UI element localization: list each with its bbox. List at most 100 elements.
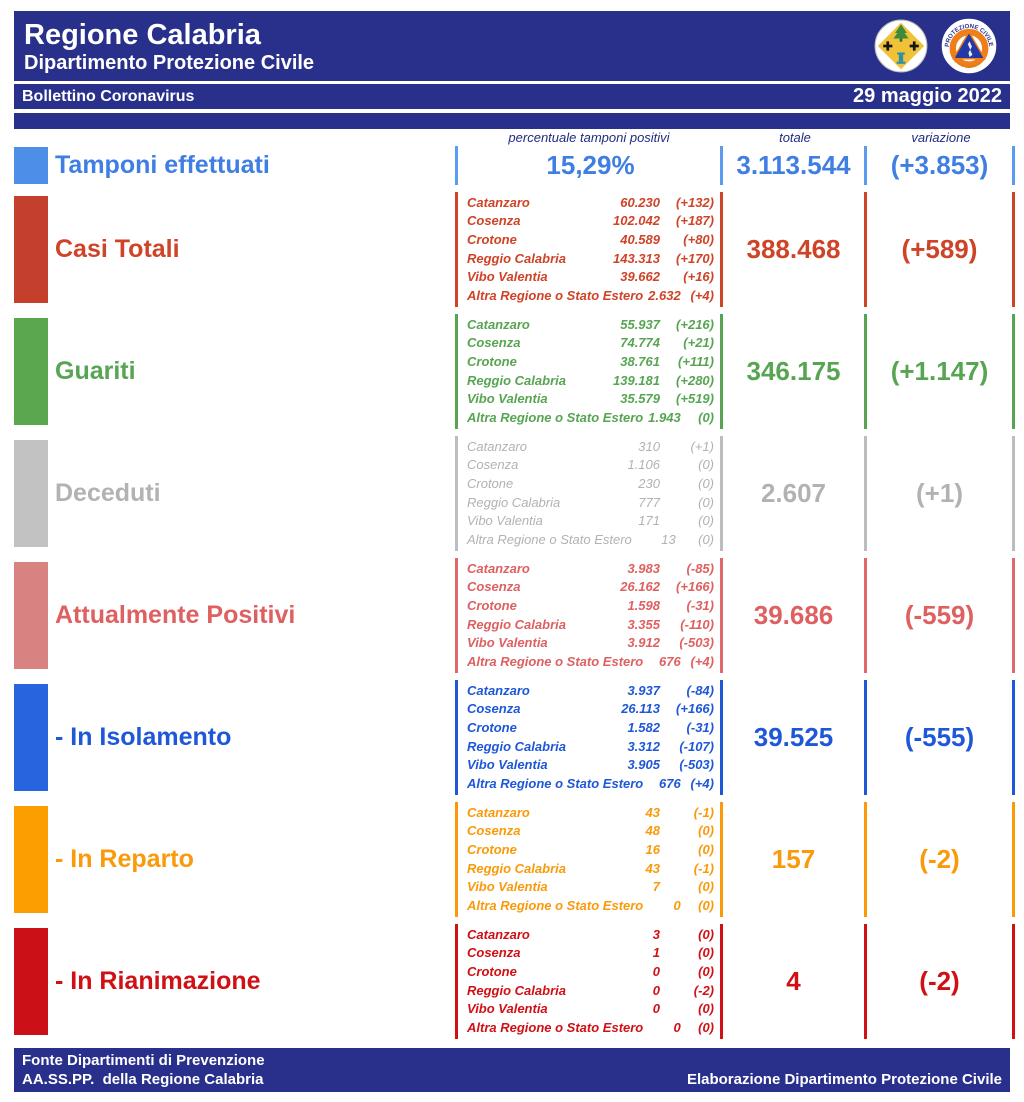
province-name: Altra Regione o Stato Estero — [467, 409, 644, 425]
province-breakdown: Catanzaro 310 (+1) Cosenza 1.106 (0) Cro… — [455, 436, 723, 551]
row-color-swatch — [14, 147, 48, 184]
province-name: Altra Regione o Stato Estero — [467, 1019, 644, 1035]
province-variation: (+4) — [690, 287, 714, 303]
province-line: Altra Regione o Stato Estero 0 (0) — [467, 897, 714, 916]
province-variation: (+280) — [676, 372, 714, 388]
province-line: Catanzaro 60.230 (+132) — [467, 194, 714, 213]
province-variation: (0) — [698, 841, 714, 857]
province-value: 13 — [661, 531, 676, 547]
province-value: 171 — [638, 513, 660, 529]
province-value: 43 — [645, 860, 660, 876]
province-breakdown: Catanzaro 55.937 (+216) Cosenza 74.774 (… — [455, 314, 723, 429]
province-value: 38.761 — [620, 353, 660, 369]
province-name: Vibo Valentia — [467, 879, 548, 895]
province-variation: (+519) — [676, 391, 714, 407]
row-color-swatch — [14, 318, 48, 425]
footer: Fonte Dipartimenti di Prevenzione AA.SS.… — [14, 1048, 1010, 1092]
province-value: 26.162 — [620, 579, 660, 595]
row-total: 2.607 — [723, 436, 867, 551]
province-line: Reggio Calabria 3.312 (-107) — [467, 738, 714, 757]
province-breakdown: Catanzaro 3.983 (-85) Cosenza 26.162 (+1… — [455, 558, 723, 673]
province-name: Reggio Calabria — [467, 494, 561, 510]
province-value: 16 — [645, 841, 660, 857]
province-line: Catanzaro 3 (0) — [467, 926, 714, 945]
province-variation: (0) — [698, 879, 714, 895]
province-line: Vibo Valentia 35.579 (+519) — [467, 390, 714, 409]
province-line: Reggio Calabria 143.313 (+170) — [467, 250, 714, 269]
row-color-swatch — [14, 806, 48, 913]
province-name: Crotone — [467, 231, 517, 247]
province-variation: (0) — [698, 494, 714, 510]
province-value: 1.943 — [648, 409, 681, 425]
province-name: Crotone — [467, 963, 517, 979]
province-name: Cosenza — [467, 579, 521, 595]
province-line: Cosenza 48 (0) — [467, 822, 714, 841]
province-breakdown: Catanzaro 43 (-1) Cosenza 48 (0) Crotone… — [455, 802, 723, 917]
province-name: Catanzaro — [467, 194, 530, 210]
province-name: Altra Regione o Stato Estero — [467, 775, 644, 791]
province-value: 0 — [652, 963, 660, 979]
province-variation: (-84) — [686, 682, 714, 698]
bulletin-bar: Bollettino Coronavirus 29 maggio 2022 — [14, 84, 1010, 109]
province-line: Reggio Calabria 139.181 (+280) — [467, 372, 714, 391]
province-variation: (-107) — [679, 738, 714, 754]
province-variation: (0) — [698, 1001, 714, 1017]
province-breakdown: Catanzaro 3.937 (-84) Cosenza 26.113 (+1… — [455, 680, 723, 795]
province-variation: (+111) — [677, 353, 714, 369]
row-label-cell: Tamponi effettuati — [14, 146, 455, 185]
province-variation: (+1) — [690, 438, 714, 454]
province-line: Reggio Calabria 3.355 (-110) — [467, 616, 714, 635]
province-variation: (-110) — [680, 616, 714, 632]
row-label-cell: Attualmente Positivi — [14, 558, 455, 673]
province-value: 676 — [659, 775, 681, 791]
province-line: Crotone 230 (0) — [467, 475, 714, 494]
row-variation: (+3.853) — [867, 146, 1015, 185]
province-line: Altra Regione o Stato Estero 1.943 (0) — [467, 409, 714, 428]
province-name: Crotone — [467, 841, 517, 857]
province-variation: (+166) — [676, 701, 714, 717]
province-value: 0 — [652, 1001, 660, 1017]
province-value: 102.042 — [613, 213, 660, 229]
province-line: Vibo Valentia 171 (0) — [467, 512, 714, 531]
province-name: Crotone — [467, 597, 517, 613]
row-casi-totali: Casi Totali Catanzaro 60.230 (+132) Cose… — [14, 192, 1015, 307]
province-value: 310 — [638, 438, 660, 454]
province-variation: (-1) — [693, 804, 714, 820]
province-variation: (+166) — [676, 579, 714, 595]
province-variation: (+216) — [676, 316, 714, 332]
province-line: Cosenza 74.774 (+21) — [467, 334, 714, 353]
row-tamponi-effettuati: Tamponi effettuati 15,29% 3.113.544 (+3.… — [14, 146, 1015, 185]
province-name: Reggio Calabria — [467, 372, 566, 388]
footer-source-line1: Fonte Dipartimenti di Prevenzione — [22, 1052, 265, 1069]
province-name: Crotone — [467, 353, 517, 369]
province-line: Altra Regione o Stato Estero 0 (0) — [467, 1019, 714, 1038]
province-variation: (0) — [698, 475, 714, 491]
province-line: Vibo Valentia 3.905 (-503) — [467, 756, 714, 775]
row-variation: (+1.147) — [867, 314, 1015, 429]
province-line: Cosenza 1.106 (0) — [467, 456, 714, 475]
province-name: Catanzaro — [467, 682, 530, 698]
row-attualmente-positivi: Attualmente Positivi Catanzaro 3.983 (-8… — [14, 558, 1015, 673]
province-name: Reggio Calabria — [467, 250, 566, 266]
province-value: 43 — [645, 804, 660, 820]
province-variation: (0) — [698, 945, 714, 961]
province-variation: (+16) — [683, 269, 714, 285]
province-name: Altra Regione o Stato Estero — [467, 653, 644, 669]
province-value: 2.632 — [648, 287, 681, 303]
province-name: Crotone — [467, 719, 517, 735]
province-line: Vibo Valentia 3.912 (-503) — [467, 634, 714, 653]
province-value: 3.905 — [627, 757, 660, 773]
row-label-cell: - In Isolamento — [14, 680, 455, 795]
row-label-cell: Deceduti — [14, 436, 455, 551]
province-variation: (+4) — [690, 653, 714, 669]
province-variation: (+4) — [690, 775, 714, 791]
province-value: 3.983 — [627, 560, 660, 576]
province-name: Altra Regione o Stato Estero — [467, 287, 644, 303]
province-name: Reggio Calabria — [467, 982, 566, 998]
province-line: Reggio Calabria 43 (-1) — [467, 860, 714, 879]
row-variation: (+589) — [867, 192, 1015, 307]
row-label: Attualmente Positivi — [55, 601, 296, 629]
footer-elaboration: Elaborazione Dipartimento Protezione Civ… — [686, 1071, 1002, 1088]
province-line: Catanzaro 310 (+1) — [467, 438, 714, 457]
